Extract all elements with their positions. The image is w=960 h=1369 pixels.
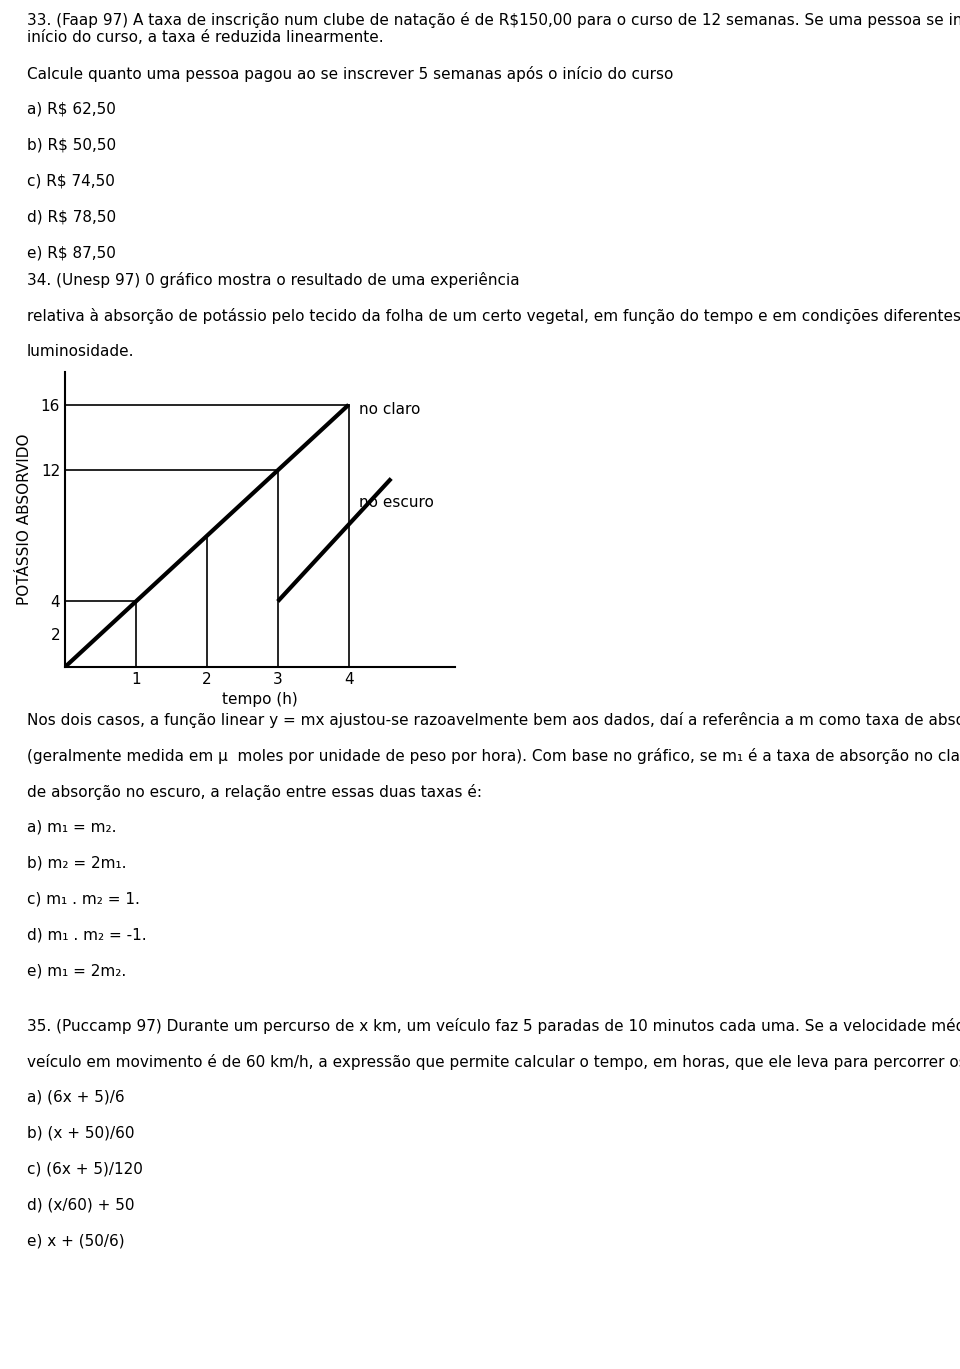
Text: d) R$ 78,50: d) R$ 78,50 <box>27 209 116 225</box>
Text: relativa à absorção de potássio pelo tecido da folha de um certo vegetal, em fun: relativa à absorção de potássio pelo tec… <box>27 308 960 324</box>
Text: no claro: no claro <box>359 401 420 416</box>
Text: b) (x + 50)/60: b) (x + 50)/60 <box>27 1125 134 1140</box>
X-axis label: tempo (h): tempo (h) <box>222 693 298 708</box>
Text: e) x + (50/6): e) x + (50/6) <box>27 1233 125 1249</box>
Text: e) R$ 87,50: e) R$ 87,50 <box>27 246 116 261</box>
Text: de absorção no escuro, a relação entre essas duas taxas é:: de absorção no escuro, a relação entre e… <box>27 784 482 799</box>
Text: a) R$ 62,50: a) R$ 62,50 <box>27 103 116 116</box>
Text: 35. (Puccamp 97) Durante um percurso de x km, um veículo faz 5 paradas de 10 min: 35. (Puccamp 97) Durante um percurso de … <box>27 1019 960 1034</box>
Text: no escuro: no escuro <box>359 496 434 509</box>
Text: d) m₁ . m₂ = -1.: d) m₁ . m₂ = -1. <box>27 928 147 943</box>
Text: d) (x/60) + 50: d) (x/60) + 50 <box>27 1198 134 1213</box>
Text: b) m₂ = 2m₁.: b) m₂ = 2m₁. <box>27 856 127 871</box>
Text: a) m₁ = m₂.: a) m₁ = m₂. <box>27 820 116 835</box>
Text: 34. (Unesp 97) 0 gráfico mostra o resultado de uma experiência: 34. (Unesp 97) 0 gráfico mostra o result… <box>27 272 519 287</box>
Text: Nos dois casos, a função linear y = mx ajustou-se razoavelmente bem aos dados, d: Nos dois casos, a função linear y = mx a… <box>27 712 960 728</box>
Text: Calcule quanto uma pessoa pagou ao se inscrever 5 semanas após o início do curso: Calcule quanto uma pessoa pagou ao se in… <box>27 66 673 82</box>
Text: e) m₁ = 2m₂.: e) m₁ = 2m₂. <box>27 964 126 979</box>
Text: c) m₁ . m₂ = 1.: c) m₁ . m₂ = 1. <box>27 893 140 908</box>
Text: b) R$ 50,50: b) R$ 50,50 <box>27 138 116 153</box>
Text: a) (6x + 5)/6: a) (6x + 5)/6 <box>27 1090 125 1105</box>
Text: c) (6x + 5)/120: c) (6x + 5)/120 <box>27 1162 143 1177</box>
Y-axis label: POTÁSSIO ABSORVIDO: POTÁSSIO ABSORVIDO <box>17 434 33 605</box>
Text: início do curso, a taxa é reduzida linearmente.: início do curso, a taxa é reduzida linea… <box>27 30 383 45</box>
Text: veículo em movimento é de 60 km/h, a expressão que permite calcular o tempo, em : veículo em movimento é de 60 km/h, a exp… <box>27 1054 960 1071</box>
Text: c) R$ 74,50: c) R$ 74,50 <box>27 174 115 189</box>
Text: 33. (Faap 97) A taxa de inscrição num clube de natação é de R$150,00 para o curs: 33. (Faap 97) A taxa de inscrição num cl… <box>27 12 960 27</box>
Text: luminosidade.: luminosidade. <box>27 344 134 359</box>
Text: (geralmente medida em μ  moles por unidade de peso por hora). Com base no gráfic: (geralmente medida em μ moles por unidad… <box>27 747 960 764</box>
